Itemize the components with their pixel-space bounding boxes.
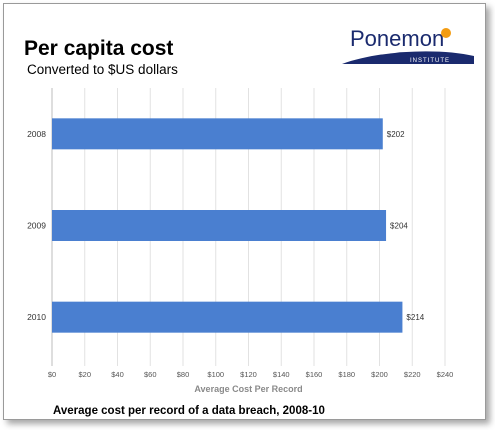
y-category-label: 2008: [27, 129, 46, 139]
x-tick-label: $60: [144, 370, 157, 379]
ponemon-logo: Ponemon INSTITUTE: [340, 26, 476, 70]
bar: [52, 301, 403, 333]
bar: [52, 210, 387, 241]
x-tick-label: $220: [404, 370, 421, 379]
bar: [52, 118, 383, 150]
bar-value-label: $202: [387, 130, 405, 139]
x-tick-label: $80: [177, 370, 190, 379]
logo-sun-icon: [441, 28, 451, 38]
x-tick-label: $20: [78, 370, 91, 379]
x-tick-label: $180: [338, 370, 355, 379]
logo-name: Ponemon: [350, 26, 444, 51]
y-category-label: 2009: [27, 221, 46, 231]
x-tick-label: $40: [111, 370, 124, 379]
logo-tagline: INSTITUTE: [410, 58, 450, 64]
x-tick-label: $240: [437, 370, 454, 379]
x-tick-label: $100: [207, 370, 224, 379]
x-tick-label: $200: [371, 370, 388, 379]
x-tick-label: $140: [273, 370, 290, 379]
x-tick-label: $160: [306, 370, 323, 379]
bar-value-label: $204: [390, 222, 408, 231]
x-tick-label: $0: [48, 370, 56, 379]
x-tick-label: $120: [240, 370, 257, 379]
y-category-label: 2010: [27, 312, 46, 322]
slide-subtitle: Converted to $US dollars: [27, 62, 178, 77]
chart-caption: Average cost per record of a data breach…: [53, 405, 325, 417]
x-axis-title: Average Cost Per Record: [194, 384, 302, 394]
bar-value-label: $214: [406, 313, 424, 322]
slide-title: Per capita cost: [24, 37, 174, 60]
